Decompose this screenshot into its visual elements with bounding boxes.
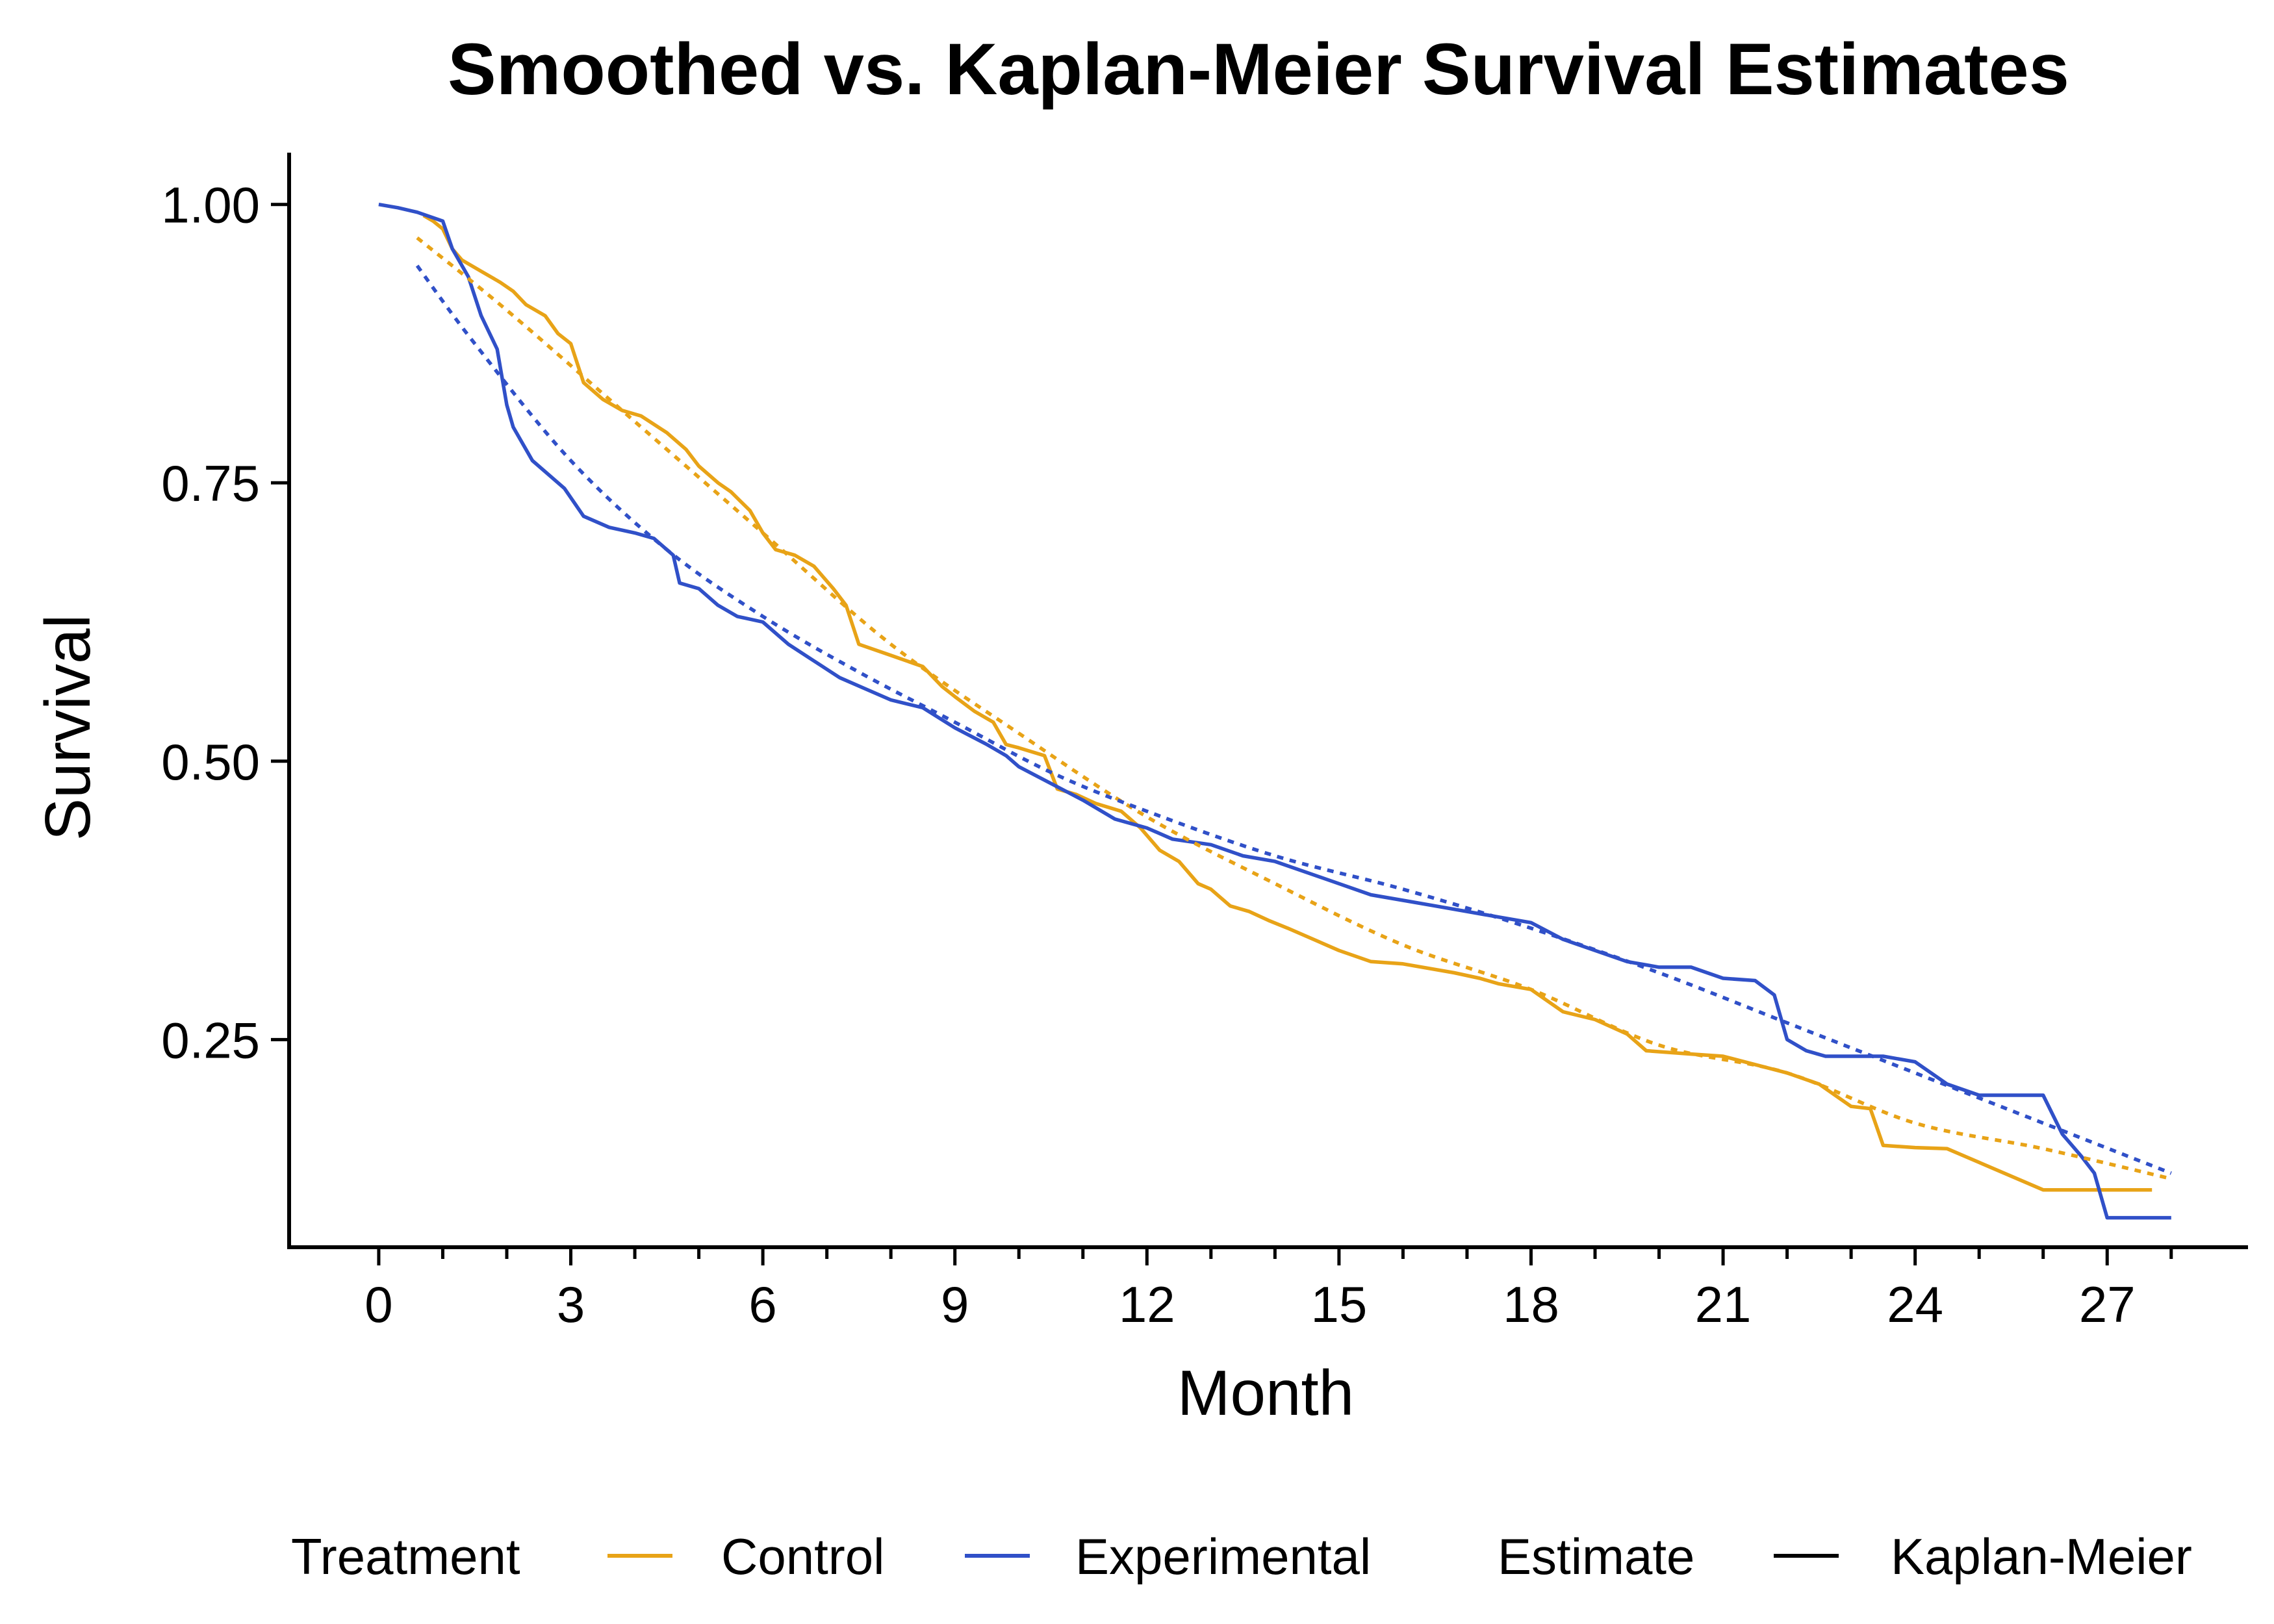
smoothed-line-experimental [415, 264, 2172, 1175]
km-line-experimental [378, 202, 2171, 1220]
x-tick-label-15: 15 [1310, 1276, 1367, 1333]
legend-label-kaplan-meier: Kaplan-Meier [1891, 1528, 2192, 1585]
legend-title-treatment: Treatment [291, 1528, 520, 1585]
plot-lines [378, 202, 2172, 1220]
y-tick-label-0.5: 0.50 [161, 733, 260, 791]
x-tick-label-6: 6 [748, 1276, 776, 1333]
x-tick-label-18: 18 [1503, 1276, 1559, 1333]
legend-title-estimate: Estimate [1498, 1528, 1694, 1585]
x-tick-label-0: 0 [364, 1276, 392, 1333]
x-tick-label-3: 3 [557, 1276, 585, 1333]
y-axis-title: Survival [32, 615, 103, 841]
y-tick-label-0.75: 0.75 [161, 455, 260, 512]
x-tick-label-24: 24 [1887, 1276, 1943, 1333]
legend-label-control: Control [721, 1528, 884, 1585]
axes: 0 3 6 9 12 15 18 21 24 27 0.25 0.50 0.75 1.00 [161, 153, 2248, 1333]
smoothed-line-control [416, 236, 2172, 1181]
legend-label-experimental: Experimental [1075, 1528, 1371, 1585]
y-tick-label-0.25: 0.25 [161, 1011, 260, 1069]
y-tick-label-1: 1.00 [161, 177, 260, 234]
x-tick-label-21: 21 [1695, 1276, 1752, 1333]
x-tick-label-12: 12 [1119, 1276, 1175, 1333]
x-tick-label-9: 9 [941, 1276, 969, 1333]
chart-title: Smoothed vs. Kaplan-Meier Survival Estim… [448, 29, 2069, 110]
x-axis-title: Month [1177, 1357, 1354, 1428]
x-tick-label-27: 27 [2079, 1276, 2136, 1333]
legend: Treatment Control Experimental Estimate Kapl… [291, 1528, 2192, 1585]
km-line-control [422, 214, 2153, 1192]
